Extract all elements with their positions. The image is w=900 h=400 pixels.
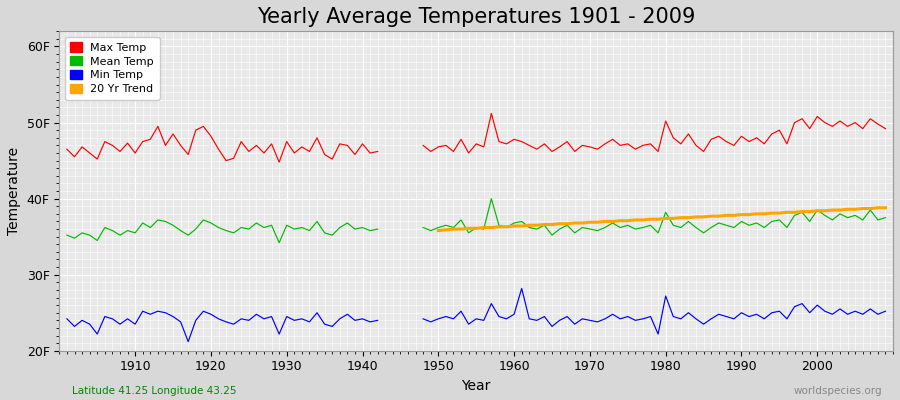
Legend: Max Temp, Mean Temp, Min Temp, 20 Yr Trend: Max Temp, Mean Temp, Min Temp, 20 Yr Tre… — [65, 37, 159, 100]
Title: Yearly Average Temperatures 1901 - 2009: Yearly Average Temperatures 1901 - 2009 — [257, 7, 696, 27]
Y-axis label: Temperature: Temperature — [7, 147, 21, 235]
Text: Latitude 41.25 Longitude 43.25: Latitude 41.25 Longitude 43.25 — [72, 386, 237, 396]
X-axis label: Year: Year — [462, 379, 490, 393]
Text: worldspecies.org: worldspecies.org — [794, 386, 882, 396]
